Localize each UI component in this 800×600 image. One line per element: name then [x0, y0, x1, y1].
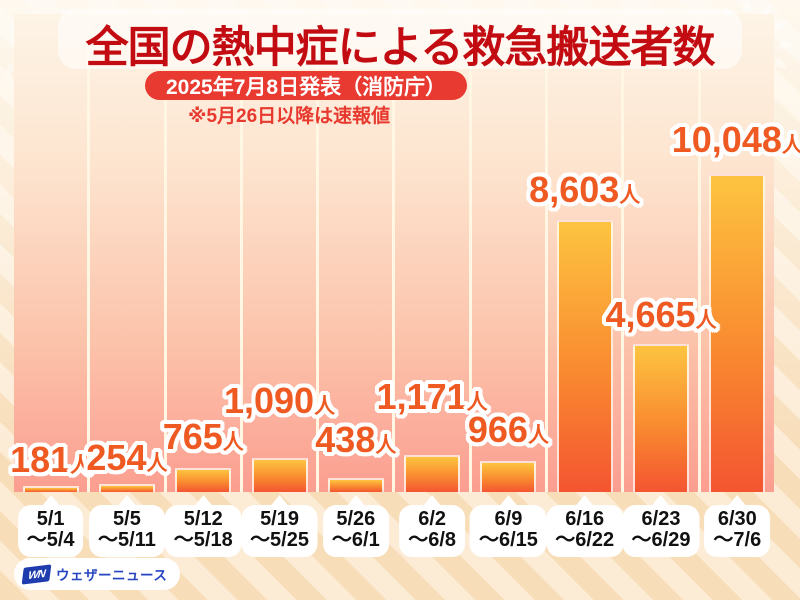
- category-end-date: 〜6/1: [331, 529, 380, 551]
- category-end-date: 〜5/4: [26, 529, 75, 551]
- weathernews-logo: WN ウェザーニュース: [14, 558, 181, 590]
- value-number: 10,048: [671, 119, 782, 160]
- category-start-date: 5/12: [183, 508, 223, 530]
- value-label: 1,090人: [224, 383, 335, 419]
- category-end-date: 〜6/29: [631, 529, 691, 551]
- category-start-date: 6/30: [717, 508, 757, 530]
- category-end-date: 〜6/8: [408, 529, 457, 551]
- bar-5/12〜5/18: [175, 468, 232, 492]
- page-title: 全国の熱中症による救急搬送者数: [85, 24, 716, 72]
- value-label: 181人: [10, 442, 91, 478]
- chart-column: 181人 5/1 〜5/4: [10, 14, 91, 557]
- bar-6/30〜7/6: [709, 174, 766, 492]
- category-start-date: 5/19: [260, 508, 299, 530]
- value-number: 1,171: [376, 376, 467, 417]
- category-label-bubble: 5/19 〜5/25: [241, 495, 318, 557]
- value-label: 765人: [163, 419, 244, 455]
- value-number: 966: [467, 409, 528, 450]
- value-number: 765: [162, 416, 223, 457]
- value-unit: 人: [695, 309, 717, 332]
- bar-5/19〜5/25: [251, 458, 308, 492]
- bar-5/26〜6/1: [327, 478, 384, 492]
- release-date-badge: 2025年7月8日発表（消防庁）: [145, 71, 468, 100]
- bar-6/9〜6/15: [480, 461, 537, 492]
- value-number: 181: [10, 439, 71, 480]
- category-label-bubble: 5/5 〜5/11: [89, 495, 165, 557]
- value-label: 966人: [468, 412, 549, 448]
- category-label-bubble: 6/23 〜6/29: [622, 495, 700, 557]
- value-label: 438人: [315, 422, 396, 458]
- bar-6/2〜6/8: [404, 455, 461, 492]
- bar-5/5〜5/11: [98, 484, 155, 492]
- category-start-date: 5/5: [113, 508, 141, 530]
- bar-6/16〜6/22: [556, 220, 613, 492]
- value-unit: 人: [619, 184, 641, 207]
- value-number: 4,665: [605, 294, 696, 335]
- category-label-bubble: 6/16 〜6/22: [546, 495, 624, 557]
- value-label: 10,048人: [672, 122, 800, 158]
- preliminary-note: ※5月26日以降は速報値: [188, 106, 391, 127]
- weathernews-logo-text: ウェザーニュース: [56, 568, 168, 583]
- bar-5/1〜5/4: [22, 486, 79, 492]
- category-end-date: 〜6/15: [478, 529, 538, 551]
- value-unit: 人: [781, 134, 800, 157]
- category-label-bubble: 5/12 〜5/18: [164, 495, 242, 557]
- value-label: 1,171人: [377, 379, 488, 415]
- category-label-bubble: 5/26 〜6/1: [322, 495, 389, 557]
- category-start-date: 5/1: [36, 508, 65, 530]
- category-end-date: 〜5/18: [173, 529, 233, 551]
- value-unit: 人: [70, 454, 92, 477]
- bar-6/23〜6/29: [633, 344, 690, 492]
- value-label: 8,603人: [529, 172, 640, 208]
- category-label-bubble: 5/1 〜5/4: [17, 495, 84, 557]
- value-label: 254人: [86, 440, 167, 476]
- category-label-bubble: 6/30 〜7/6: [704, 495, 771, 557]
- value-unit: 人: [375, 434, 397, 457]
- value-label: 4,665人: [605, 297, 716, 333]
- value-number: 438: [315, 419, 376, 460]
- category-start-date: 5/26: [336, 508, 376, 530]
- value-unit: 人: [222, 431, 244, 454]
- category-end-date: 〜7/6: [713, 529, 762, 551]
- category-start-date: 6/16: [565, 508, 605, 530]
- value-unit: 人: [146, 452, 168, 475]
- category-start-date: 6/23: [641, 508, 681, 530]
- chart-column: 4,665人 6/23 〜6/29: [605, 14, 717, 557]
- category-start-date: 6/9: [494, 508, 523, 530]
- value-unit: 人: [527, 424, 549, 447]
- category-label-bubble: 6/2 〜6/8: [399, 495, 466, 557]
- value-number: 1,090: [223, 380, 315, 421]
- weathernews-logo-icon: WN: [21, 563, 52, 585]
- chart-column: 8,603人 6/16 〜6/22: [529, 14, 640, 557]
- category-label-bubble: 6/9 〜6/15: [469, 495, 547, 557]
- value-unit: 人: [314, 395, 336, 418]
- category-end-date: 〜5/25: [250, 529, 309, 551]
- title-backdrop: [58, 9, 742, 69]
- value-number: 8,603: [529, 169, 620, 210]
- value-number: 254: [86, 437, 147, 478]
- chart-column: 10,048人 6/30 〜7/6: [672, 14, 800, 557]
- category-start-date: 6/2: [418, 508, 447, 530]
- value-unit: 人: [466, 391, 488, 414]
- chart-column: 966人 6/9 〜6/15: [468, 14, 549, 557]
- category-end-date: 〜6/22: [555, 529, 615, 551]
- category-end-date: 〜5/11: [98, 529, 156, 551]
